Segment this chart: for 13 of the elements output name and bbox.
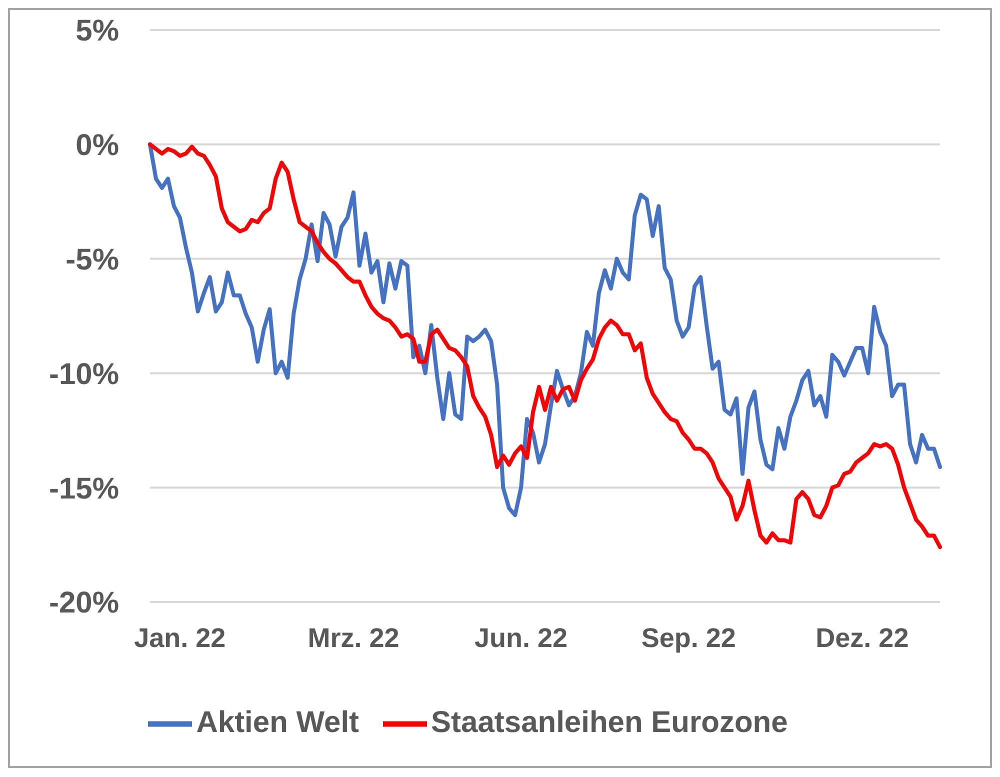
x-tick-label: Dez. 22 [816,623,909,654]
y-tick-label: -20% [48,586,119,620]
x-tick-label: Sep. 22 [641,623,736,654]
legend-label: Aktien Welt [196,706,360,739]
y-tick-label: -5% [66,243,119,276]
y-tick-label: -15% [48,472,119,506]
x-tick-label: Mrz. 22 [308,623,400,654]
y-tick-label: -10% [48,358,119,391]
x-tick-label: Jun. 22 [474,623,568,654]
y-tick-label: 5% [76,14,119,48]
legend-label: Staatsanleihen Eurozone [431,706,788,739]
x-tick-label: Jan. 22 [134,623,226,654]
y-tick-label: 0% [76,129,119,162]
